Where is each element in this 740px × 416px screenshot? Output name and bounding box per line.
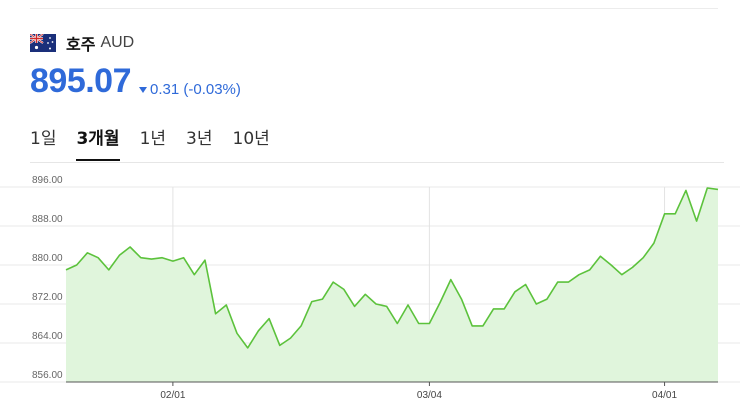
y-tick-label: 864.00 <box>32 331 63 342</box>
down-triangle-icon <box>139 87 147 93</box>
y-tick-label: 856.00 <box>32 370 63 381</box>
price-change: 0.31 (-0.03%) <box>139 81 241 98</box>
tab-1y[interactable]: 1년 <box>139 129 167 149</box>
price-change-value: 0.31 (-0.03%) <box>150 80 241 98</box>
area-fill <box>66 188 718 382</box>
currency-name: 호주 <box>66 35 96 54</box>
union-jack <box>30 34 44 44</box>
top-divider <box>30 8 718 9</box>
y-tick-label: 888.00 <box>32 214 63 225</box>
price-line <box>65 187 719 349</box>
x-tick-label: 04/01 <box>652 390 677 401</box>
x-tick-label: 02/01 <box>160 390 185 401</box>
x-tick-label: 03/04 <box>417 390 442 401</box>
australia-flag-icon <box>30 34 56 52</box>
price-row: 895.07 0.31 (-0.03%) <box>30 62 241 101</box>
y-tick-label: 880.00 <box>32 253 63 264</box>
currency-code: AUD <box>100 34 135 51</box>
tab-3m[interactable]: 3개월 <box>76 124 120 161</box>
exchange-rate-chart: 896.00 888.00 880.00 872.00 864.00 856.00 02/0… <box>0 175 740 401</box>
y-tick-label: 896.00 <box>32 175 63 186</box>
tab-1d[interactable]: 1일 <box>30 129 57 149</box>
currency-header: 호주 AUD <box>30 32 134 54</box>
current-price: 895.07 <box>30 62 132 100</box>
tab-3y[interactable]: 3년 <box>186 129 213 149</box>
tabs-divider <box>30 162 724 163</box>
tab-10y[interactable]: 10년 <box>232 129 270 149</box>
period-tabs: 1일 3개월 1년 3년 10년 <box>30 124 290 161</box>
y-tick-label: 872.00 <box>32 292 63 303</box>
